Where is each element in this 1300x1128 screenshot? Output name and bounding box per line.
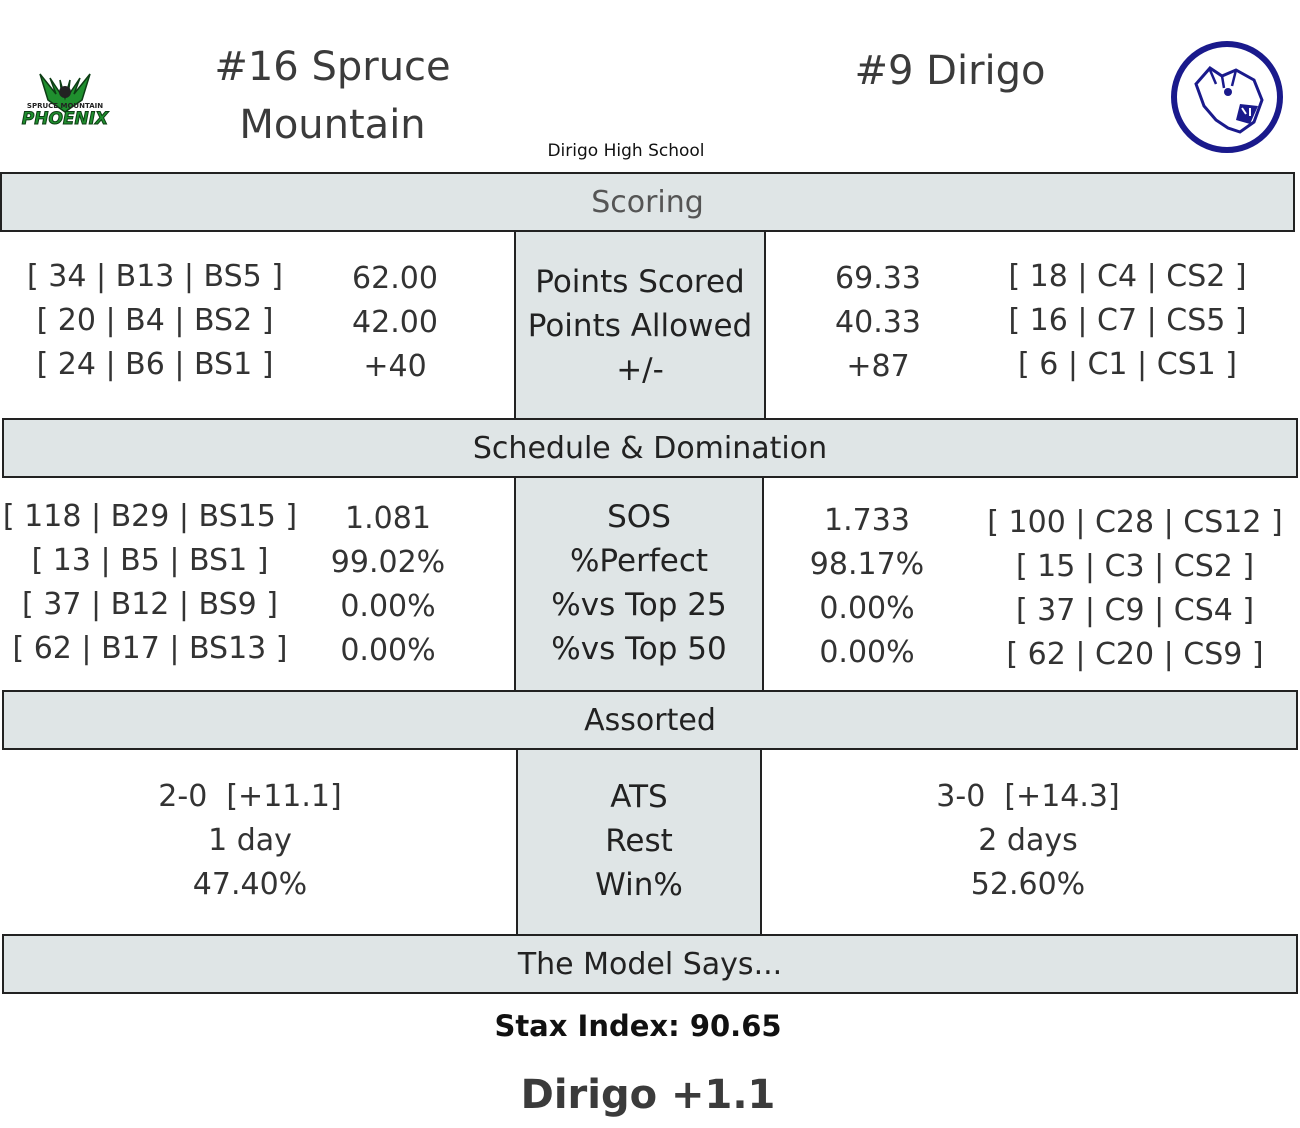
away-rank-points-allowed: [ 20 | B4 | BS2 ] — [36, 303, 274, 338]
scoring-section-header: Scoring — [0, 172, 1295, 232]
away-rest: 1 day — [208, 823, 292, 858]
label-win-percent: Win% — [595, 867, 683, 903]
home-sos: 1.733 — [824, 503, 910, 538]
schedule-section-header: Schedule & Domination — [2, 418, 1298, 478]
away-sos: 1.081 — [345, 501, 431, 536]
home-rank-plus-minus: [ 6 | C1 | CS1 ] — [1017, 347, 1238, 382]
label-rest: Rest — [605, 823, 673, 859]
away-schedule-values: 1.081 99.02% 0.00% 0.00% — [318, 497, 458, 673]
model-pick: Dirigo +1.1 — [520, 1072, 776, 1118]
away-win-percent: 47.40% — [192, 867, 308, 902]
away-rank-plus-minus: [ 24 | B6 | BS1 ] — [36, 347, 274, 382]
away-team-name: #16 Spruce Mountain — [214, 44, 451, 148]
away-rank-perfect: [ 13 | B5 | BS1 ] — [31, 543, 269, 578]
away-rank-top25: [ 37 | B12 | BS9 ] — [22, 587, 278, 622]
home-ats: 3-0 [+14.3] — [936, 779, 1120, 814]
assorted-labels-column: ATS Rest Win% — [516, 750, 762, 936]
home-rank-top50: [ 62 | C20 | CS9 ] — [1006, 637, 1264, 672]
home-vs-top-25: 0.00% — [819, 591, 915, 626]
home-points-allowed: 40.33 — [835, 305, 921, 340]
away-ats: 2-0 [+11.1] — [158, 779, 342, 814]
away-assorted-values: 2-0 [+11.1] 1 day 47.40% — [100, 775, 400, 907]
spruce-mountain-phoenix-logo: SPRUCE MOUNTAIN PHOENIX — [10, 68, 120, 130]
home-assorted-values: 3-0 [+14.3] 2 days 52.60% — [878, 775, 1178, 907]
home-scoring-values: 69.33 40.33 +87 — [808, 257, 948, 389]
home-points-scored: 69.33 — [835, 261, 921, 296]
home-rank-sos: [ 100 | C28 | CS12 ] — [987, 505, 1283, 540]
stax-index: Stax Index: 90.65 — [494, 1009, 782, 1043]
home-schedule-ranks: [ 100 | C28 | CS12 ] [ 15 | C3 | CS2 ] [… — [985, 501, 1285, 677]
away-plus-minus: +40 — [363, 349, 427, 384]
away-percent-perfect: 99.02% — [330, 545, 446, 580]
home-scoring-ranks: [ 18 | C4 | CS2 ] [ 16 | C7 | CS5 ] [ 6 … — [995, 255, 1260, 387]
venue-label: Dirigo High School — [547, 141, 705, 161]
away-rank-top50: [ 62 | B17 | BS13 ] — [12, 631, 288, 666]
home-rank-perfect: [ 15 | C3 | CS2 ] — [1015, 549, 1255, 584]
label-vs-top-25: %vs Top 25 — [551, 587, 727, 623]
label-plus-minus: +/- — [616, 352, 664, 388]
home-schedule-values: 1.733 98.17% 0.00% 0.00% — [797, 499, 937, 675]
model-section-header: The Model Says... — [2, 934, 1298, 994]
away-vs-top-25: 0.00% — [340, 589, 436, 624]
away-rank-points-scored: [ 34 | B13 | BS5 ] — [27, 259, 283, 294]
home-rank-points-scored: [ 18 | C4 | CS2 ] — [1008, 259, 1247, 294]
label-percent-perfect: %Perfect — [569, 543, 709, 579]
home-rank-top25: [ 37 | C9 | CS4 ] — [1015, 593, 1255, 628]
away-scoring-ranks: [ 34 | B13 | BS5 ] [ 20 | B4 | BS2 ] [ 2… — [10, 255, 300, 387]
assorted-section-header: Assorted — [2, 690, 1298, 750]
away-schedule-ranks: [ 118 | B29 | BS15 ] [ 13 | B5 | BS1 ] [… — [0, 495, 300, 671]
scoring-labels-column: Points Scored Points Allowed +/- — [514, 232, 766, 418]
dirigo-cougar-logo — [1170, 40, 1284, 154]
home-plus-minus: +87 — [846, 349, 910, 384]
schedule-labels-column: SOS %Perfect %vs Top 25 %vs Top 50 — [514, 478, 764, 690]
label-ats: ATS — [610, 779, 668, 815]
home-team-name: #9 Dirigo — [854, 48, 1046, 94]
home-rest: 2 days — [978, 823, 1078, 858]
away-scoring-values: 62.00 42.00 +40 — [325, 257, 465, 389]
away-points-allowed: 42.00 — [352, 305, 438, 340]
label-vs-top-50: %vs Top 50 — [551, 631, 727, 667]
home-rank-points-allowed: [ 16 | C7 | CS5 ] — [1008, 303, 1247, 338]
away-vs-top-50: 0.00% — [340, 633, 436, 668]
label-points-allowed: Points Allowed — [527, 308, 753, 344]
away-rank-sos: [ 118 | B29 | BS15 ] — [2, 499, 298, 534]
home-percent-perfect: 98.17% — [809, 547, 925, 582]
home-vs-top-50: 0.00% — [819, 635, 915, 670]
label-sos: SOS — [607, 499, 671, 535]
label-points-scored: Points Scored — [535, 264, 745, 300]
home-win-percent: 52.60% — [970, 867, 1086, 902]
away-points-scored: 62.00 — [352, 261, 438, 296]
